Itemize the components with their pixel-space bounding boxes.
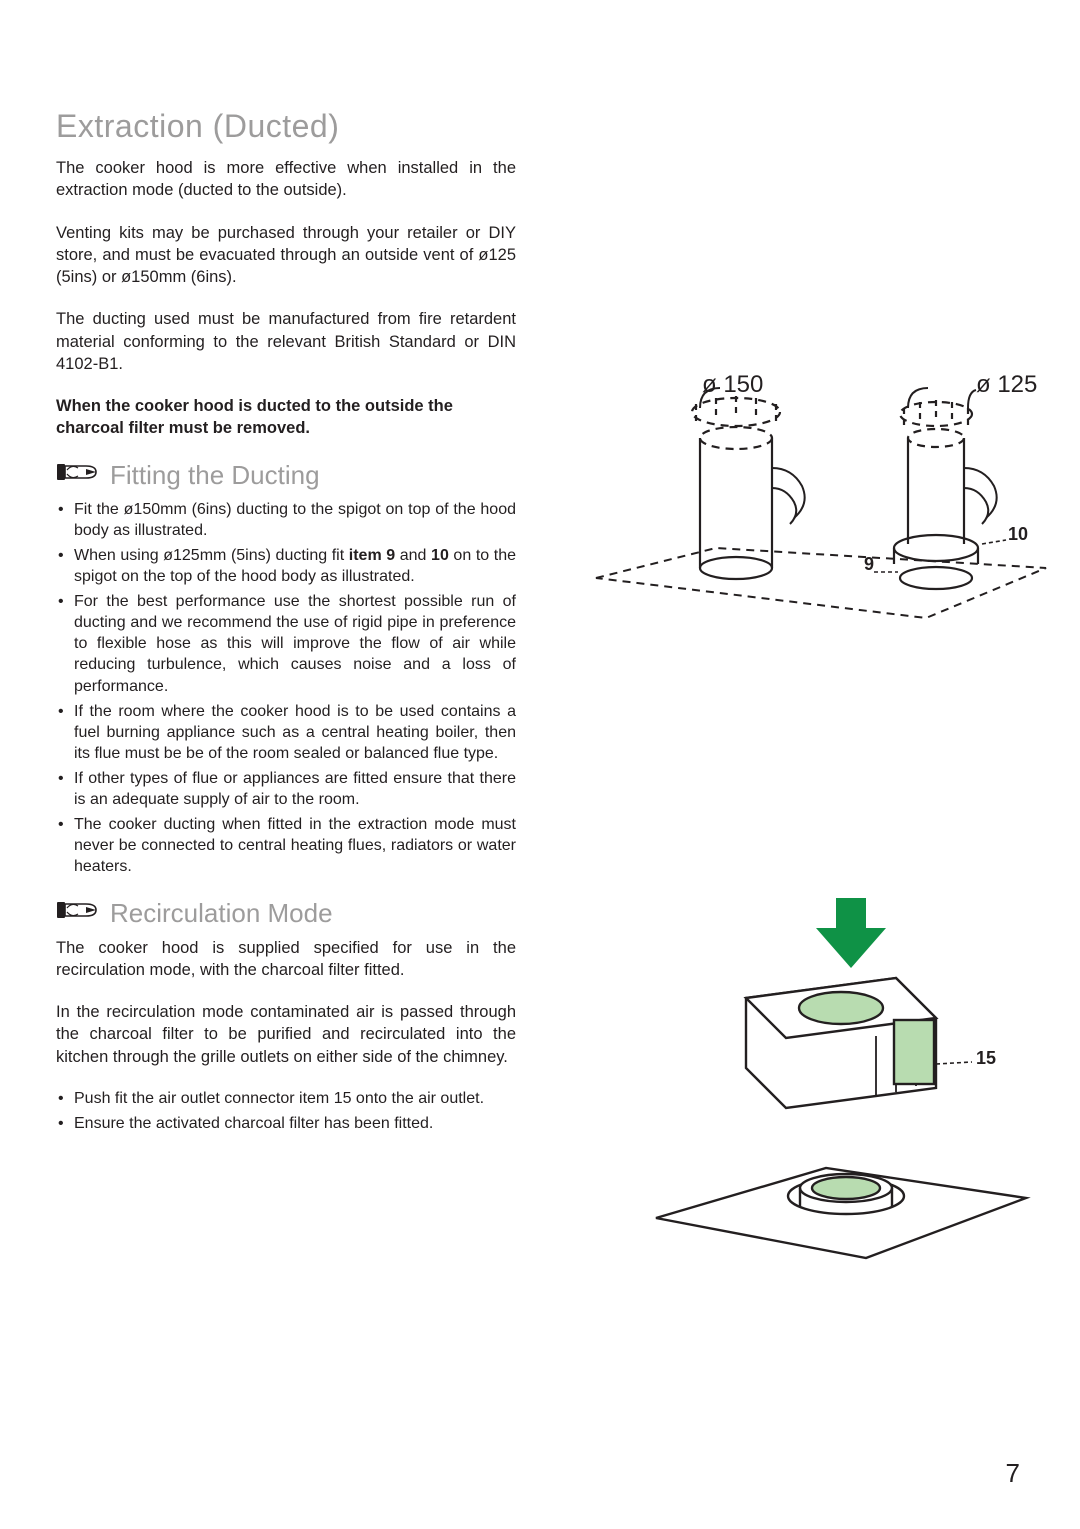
diagram-recirculation: 15 — [596, 888, 1056, 1273]
fitting-bullet-list: Fit the ø150mm (6ins) ducting to the spi… — [56, 499, 516, 878]
section-title-extraction: Extraction (Ducted) — [56, 108, 516, 145]
section-title-recirc-text: Recirculation Mode — [110, 898, 333, 929]
para-recirc-1: The cooker hood is supplied specified fo… — [56, 937, 516, 982]
hand-point-icon — [56, 458, 100, 493]
left-column: Extraction (Ducted) The cooker hood is m… — [56, 108, 516, 1148]
para-extraction-3: The ducting used must be manufactured fr… — [56, 308, 516, 375]
diagram-label-125: ø 125 — [976, 371, 1037, 398]
para-recirc-2: In the recirculation mode contaminated a… — [56, 1001, 516, 1068]
list-item: If the room where the cooker hood is to … — [56, 701, 516, 764]
diagram-label-15: 15 — [976, 1048, 996, 1068]
para-extraction-bold: When the cooker hood is ducted to the ou… — [56, 395, 516, 440]
section-title-fitting: Fitting the Ducting — [56, 458, 516, 493]
section-title-recirc: Recirculation Mode — [56, 896, 516, 931]
section-title-fitting-text: Fitting the Ducting — [110, 460, 320, 491]
list-item: If other types of flue or appliances are… — [56, 768, 516, 810]
page-number: 7 — [1006, 1458, 1020, 1489]
diagram-ducting: ø 150 ø 125 — [576, 368, 1076, 653]
para-extraction-2: Venting kits may be purchased through yo… — [56, 222, 516, 289]
list-item: Fit the ø150mm (6ins) ducting to the spi… — [56, 499, 516, 541]
list-item: When using ø125mm (5ins) ducting fit ite… — [56, 545, 516, 587]
list-item: Ensure the activated charcoal filter has… — [56, 1113, 516, 1134]
recirc-bullet-list: Push fit the air outlet connector item 1… — [56, 1088, 516, 1134]
diagram-label-150: ø 150 — [702, 371, 763, 398]
hand-point-icon — [56, 896, 100, 931]
list-item: Push fit the air outlet connector item 1… — [56, 1088, 516, 1109]
diagram-label-10: 10 — [1008, 524, 1028, 544]
para-extraction-1: The cooker hood is more effective when i… — [56, 157, 516, 202]
diagram-label-9: 9 — [864, 554, 874, 574]
arrow-down-icon — [816, 898, 886, 968]
right-column: ø 150 ø 125 — [556, 108, 1024, 1148]
list-item: The cooker ducting when fitted in the ex… — [56, 814, 516, 877]
list-item: For the best performance use the shortes… — [56, 591, 516, 697]
